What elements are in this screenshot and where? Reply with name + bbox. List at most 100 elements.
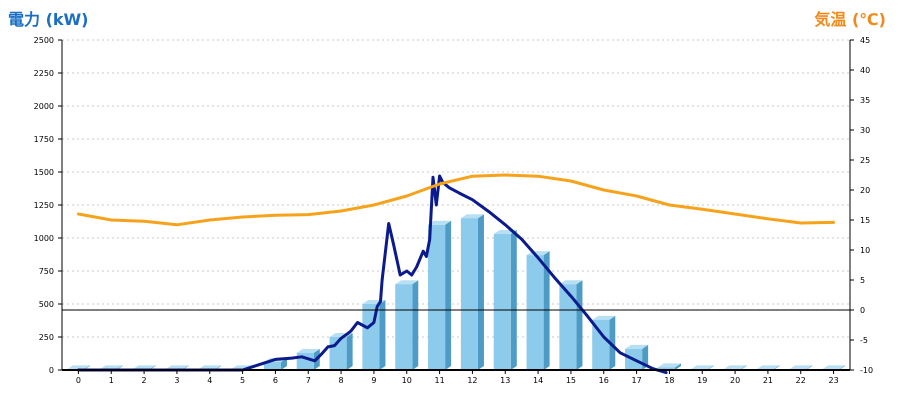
x-tick-label: 16 (599, 376, 609, 385)
x-tick-label: 19 (697, 376, 707, 385)
bar (395, 284, 413, 370)
x-tick-label: 1 (109, 376, 114, 385)
bar-top (559, 280, 583, 285)
bar (526, 255, 544, 370)
bar (263, 362, 281, 370)
bar-side (379, 300, 386, 370)
bar-side (806, 365, 813, 370)
axis-layer: 02505007501000125015001750200022502500-1… (34, 36, 873, 385)
bar (592, 319, 610, 370)
bar-side (773, 365, 780, 370)
bar-side (707, 365, 714, 370)
x-tick-label: 15 (566, 376, 576, 385)
x-tick-label: 18 (664, 376, 674, 385)
x-tick-label: 4 (207, 376, 212, 385)
bar-top (625, 344, 649, 349)
bar-side (839, 365, 846, 370)
bar-top (165, 365, 189, 370)
x-tick-label: 3 (174, 376, 179, 385)
x-tick-label: 5 (240, 376, 245, 385)
left-axis-unit-label: 電力 (kW) (8, 10, 89, 29)
left-tick-label: 250 (39, 333, 54, 342)
right-tick-label: 30 (860, 126, 870, 135)
bar-top (690, 365, 714, 370)
bar-top (789, 365, 813, 370)
left-tick-label: 1750 (34, 135, 54, 144)
bar (657, 367, 675, 370)
left-tick-label: 2500 (34, 36, 54, 45)
bar (493, 234, 511, 370)
right-tick-label: 25 (860, 156, 870, 165)
right-tick-label: 15 (860, 216, 870, 225)
right-tick-label: 45 (860, 36, 870, 45)
x-tick-label: 23 (828, 376, 838, 385)
bar-top (198, 365, 222, 370)
x-tick-label: 14 (533, 376, 543, 385)
right-tick-label: 40 (860, 66, 870, 75)
left-tick-label: 2250 (34, 69, 54, 78)
left-tick-label: 1250 (34, 201, 54, 210)
bar-top (592, 315, 616, 320)
right-tick-label: 5 (860, 276, 865, 285)
bar-top (395, 280, 419, 285)
bar-top (428, 220, 452, 225)
bar-side (609, 315, 616, 370)
temperature-line (76, 173, 836, 227)
bar (460, 218, 478, 370)
left-tick-label: 1000 (34, 234, 54, 243)
bar-top (657, 363, 681, 368)
right-tick-label: 35 (860, 96, 870, 105)
left-tick-label: 750 (39, 267, 54, 276)
bar-layer (66, 214, 846, 371)
x-tick-label: 21 (763, 376, 773, 385)
x-tick-label: 2 (142, 376, 147, 385)
x-tick-label: 22 (796, 376, 806, 385)
line-layer (76, 173, 836, 375)
x-tick-label: 9 (371, 376, 376, 385)
bar-side (510, 230, 517, 370)
x-tick-label: 20 (730, 376, 740, 385)
x-tick-label: 0 (76, 376, 81, 385)
x-tick-label: 13 (500, 376, 510, 385)
right-tick-label: -5 (860, 336, 868, 345)
bar-side (477, 214, 484, 370)
x-tick-label: 12 (467, 376, 477, 385)
bar-top (822, 365, 846, 370)
right-axis-unit-label: 気温 (℃) (814, 10, 886, 29)
x-tick-label: 8 (339, 376, 344, 385)
bar-top (756, 365, 780, 370)
bar-top (296, 348, 320, 353)
left-tick-label: 2000 (34, 102, 54, 111)
bar-top (132, 365, 156, 370)
right-tick-label: 20 (860, 186, 870, 195)
bar (428, 224, 446, 370)
x-tick-label: 17 (631, 376, 641, 385)
bar-top (723, 365, 747, 370)
x-tick-label: 7 (306, 376, 311, 385)
bar-side (576, 280, 583, 370)
power-line (76, 174, 668, 375)
left-tick-label: 1500 (34, 168, 54, 177)
bar-top (66, 365, 90, 370)
right-tick-label: 0 (860, 306, 865, 315)
bar-side (543, 251, 550, 370)
bar-side (346, 333, 353, 370)
bar-side (280, 358, 287, 370)
bar-side (740, 365, 747, 370)
right-tick-label: -10 (860, 366, 873, 375)
bar (296, 352, 314, 370)
bar-top (460, 214, 484, 219)
bar-top (99, 365, 123, 370)
grid-layer (62, 39, 850, 338)
bar-side (412, 280, 419, 370)
bar-side (445, 220, 452, 370)
left-tick-label: 0 (49, 366, 54, 375)
bar (559, 284, 577, 370)
x-tick-label: 6 (273, 376, 278, 385)
left-tick-label: 500 (39, 300, 54, 309)
bar-side (674, 363, 681, 370)
x-tick-label: 11 (434, 376, 444, 385)
x-tick-label: 10 (402, 376, 412, 385)
right-tick-label: 10 (860, 246, 870, 255)
